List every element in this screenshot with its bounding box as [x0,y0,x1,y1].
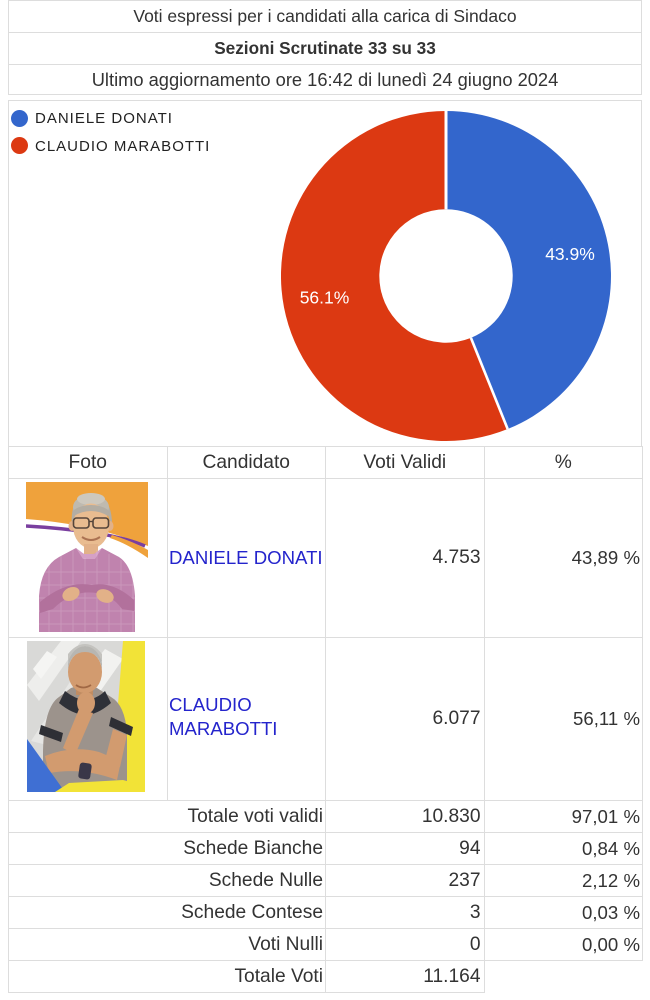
svg-text:56.1%: 56.1% [300,288,350,308]
svg-text:43.9%: 43.9% [545,244,595,264]
